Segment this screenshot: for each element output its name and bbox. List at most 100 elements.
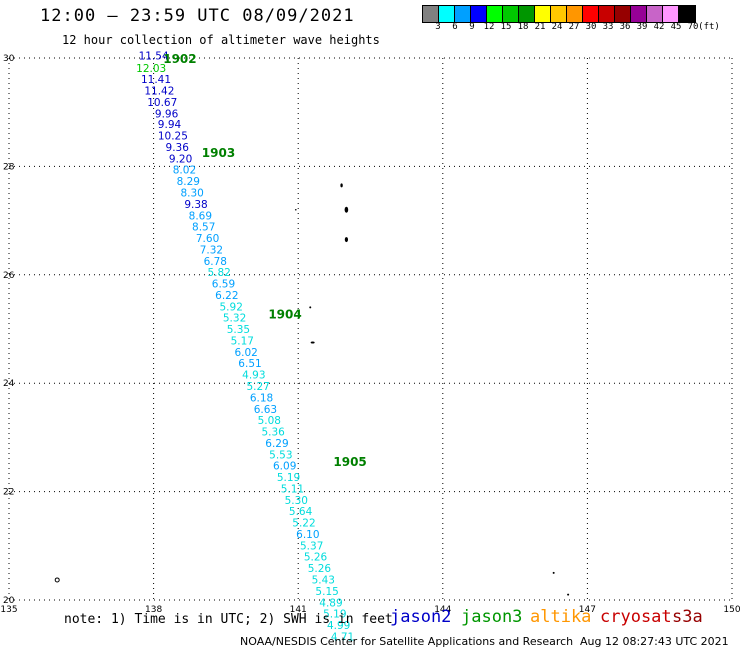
x-tick-label: 138 (145, 605, 162, 615)
legend-swatch (551, 6, 567, 22)
legend-label: 39 (636, 22, 648, 32)
satellite-jason3: jason3 (461, 607, 523, 627)
legend-swatch (471, 6, 487, 22)
satellite-cryosat: cryosat (600, 607, 672, 627)
legend-swatch (503, 6, 519, 22)
legend-swatch (583, 6, 599, 22)
legend-label: 6 (452, 22, 458, 32)
time-label: 1905 (333, 455, 366, 469)
wave-height-point: 8.69 (189, 210, 212, 222)
legend-label: 12 (483, 22, 495, 32)
wave-height-point: 12.03 (136, 63, 166, 75)
legend-swatch (423, 6, 439, 22)
wave-height-point: 8.02 (173, 165, 196, 177)
color-scale-legend (422, 5, 696, 23)
satellite-s3a: s3a (672, 607, 703, 627)
legend-label: 24 (551, 22, 563, 32)
wave-height-point: 6.10 (296, 529, 319, 541)
wave-height-point: 5.19 (323, 609, 346, 621)
wave-height-point: 5.17 (231, 335, 254, 347)
wave-height-point: 5.26 (308, 563, 332, 575)
wave-height-point: 6.63 (254, 404, 277, 416)
wave-height-point: 6.78 (204, 256, 227, 268)
x-tick-label: 144 (434, 605, 451, 615)
wave-height-point: 10.67 (147, 97, 177, 109)
legend-label: 33 (602, 22, 614, 32)
wave-height-point: 5.08 (258, 415, 281, 427)
wave-height-point: 6.59 (212, 279, 235, 291)
wave-height-point: 5.32 (223, 313, 246, 325)
x-tick-label: 135 (0, 605, 17, 615)
island-marker (54, 577, 60, 583)
time-label: 1903 (202, 146, 235, 160)
wave-height-point: 5.64 (289, 506, 313, 518)
wave-height-point: 8.29 (177, 176, 200, 188)
legend-swatch (679, 6, 695, 22)
wave-height-point: 5.36 (261, 427, 285, 439)
legend-label: 70 (687, 22, 699, 32)
wave-height-point: 11.41 (141, 74, 171, 86)
legend-label: 45 (670, 22, 682, 32)
wave-height-point: 5.27 (246, 381, 269, 393)
wave-height-point: 4.89 (319, 597, 342, 609)
credit-text: NOAA/NESDIS Center for Satellite Applica… (240, 635, 574, 648)
x-tick-label: 141 (290, 605, 307, 615)
wave-height-point: 5.53 (269, 449, 292, 461)
legend-swatch (599, 6, 615, 22)
legend-swatch (567, 6, 583, 22)
y-tick-label: 30 (3, 54, 15, 64)
wave-height-point: 8.57 (192, 222, 215, 234)
legend-label: 18 (517, 22, 529, 32)
y-tick-label: 24 (3, 379, 15, 389)
wave-height-point: 10.25 (158, 131, 188, 143)
wave-height-point: 8.30 (180, 188, 203, 200)
island-marker (344, 237, 348, 243)
legend-label: (ft) (698, 22, 720, 32)
legend-swatch (647, 6, 663, 22)
wave-height-point: 5.15 (315, 586, 338, 598)
footnote: note: 1) Time is in UTC; 2) SWH is in fe… (64, 612, 393, 627)
wave-height-point: 7.60 (196, 233, 219, 245)
wave-height-point: 9.96 (155, 108, 179, 120)
timestamp: Aug 12 08:27:43 UTC 2021 (580, 635, 729, 648)
x-tick-label: 150 (723, 605, 740, 615)
wave-height-point: 9.38 (184, 199, 207, 211)
y-tick-label: 22 (3, 488, 14, 498)
island-marker (552, 571, 555, 574)
island-marker (309, 306, 312, 309)
y-tick-label: 26 (3, 271, 15, 281)
wave-height-point: 5.26 (304, 552, 328, 564)
legend-label: 30 (585, 22, 597, 32)
color-scale-labels: 3 6 9 12 15 18 21 24 27 30 33 36 39 42 45 70 (ft) (422, 22, 740, 34)
wave-height-point: 11.42 (144, 86, 174, 98)
y-tick-label: 28 (3, 162, 15, 172)
island-marker (344, 206, 349, 213)
wave-height-point: 5.43 (312, 574, 335, 586)
time-label: 1902 (163, 52, 196, 66)
x-tick-label: 147 (579, 605, 596, 615)
page-title: 12:00 — 23:59 UTC 08/09/2021 (40, 6, 355, 26)
page-subtitle: 12 hour collection of altimeter wave hei… (62, 33, 380, 47)
wave-height-point: 5.19 (277, 472, 300, 484)
legend-label: 15 (500, 22, 512, 32)
legend-swatch (615, 6, 631, 22)
island-marker (294, 208, 297, 211)
legend-swatch (439, 6, 455, 22)
wave-height-point: 4.99 (327, 620, 350, 632)
satellite-altika: altika (530, 607, 592, 627)
y-tick-label: 20 (3, 596, 15, 606)
wave-height-point: 9.20 (169, 153, 192, 165)
wave-height-point: 6.18 (250, 392, 273, 404)
legend-swatch (455, 6, 471, 22)
legend-label: 21 (534, 22, 546, 32)
satellite-jason2: jason2 (390, 607, 452, 627)
wave-height-point: 5.22 (292, 518, 315, 530)
wave-height-point: 6.29 (265, 438, 288, 450)
wave-height-point: 7.32 (200, 244, 223, 256)
legend-swatch (487, 6, 503, 22)
wave-height-point: 4.93 (242, 370, 265, 382)
legend-swatch (663, 6, 679, 22)
legend-label: 3 (435, 22, 441, 32)
legend-label: 9 (469, 22, 475, 32)
